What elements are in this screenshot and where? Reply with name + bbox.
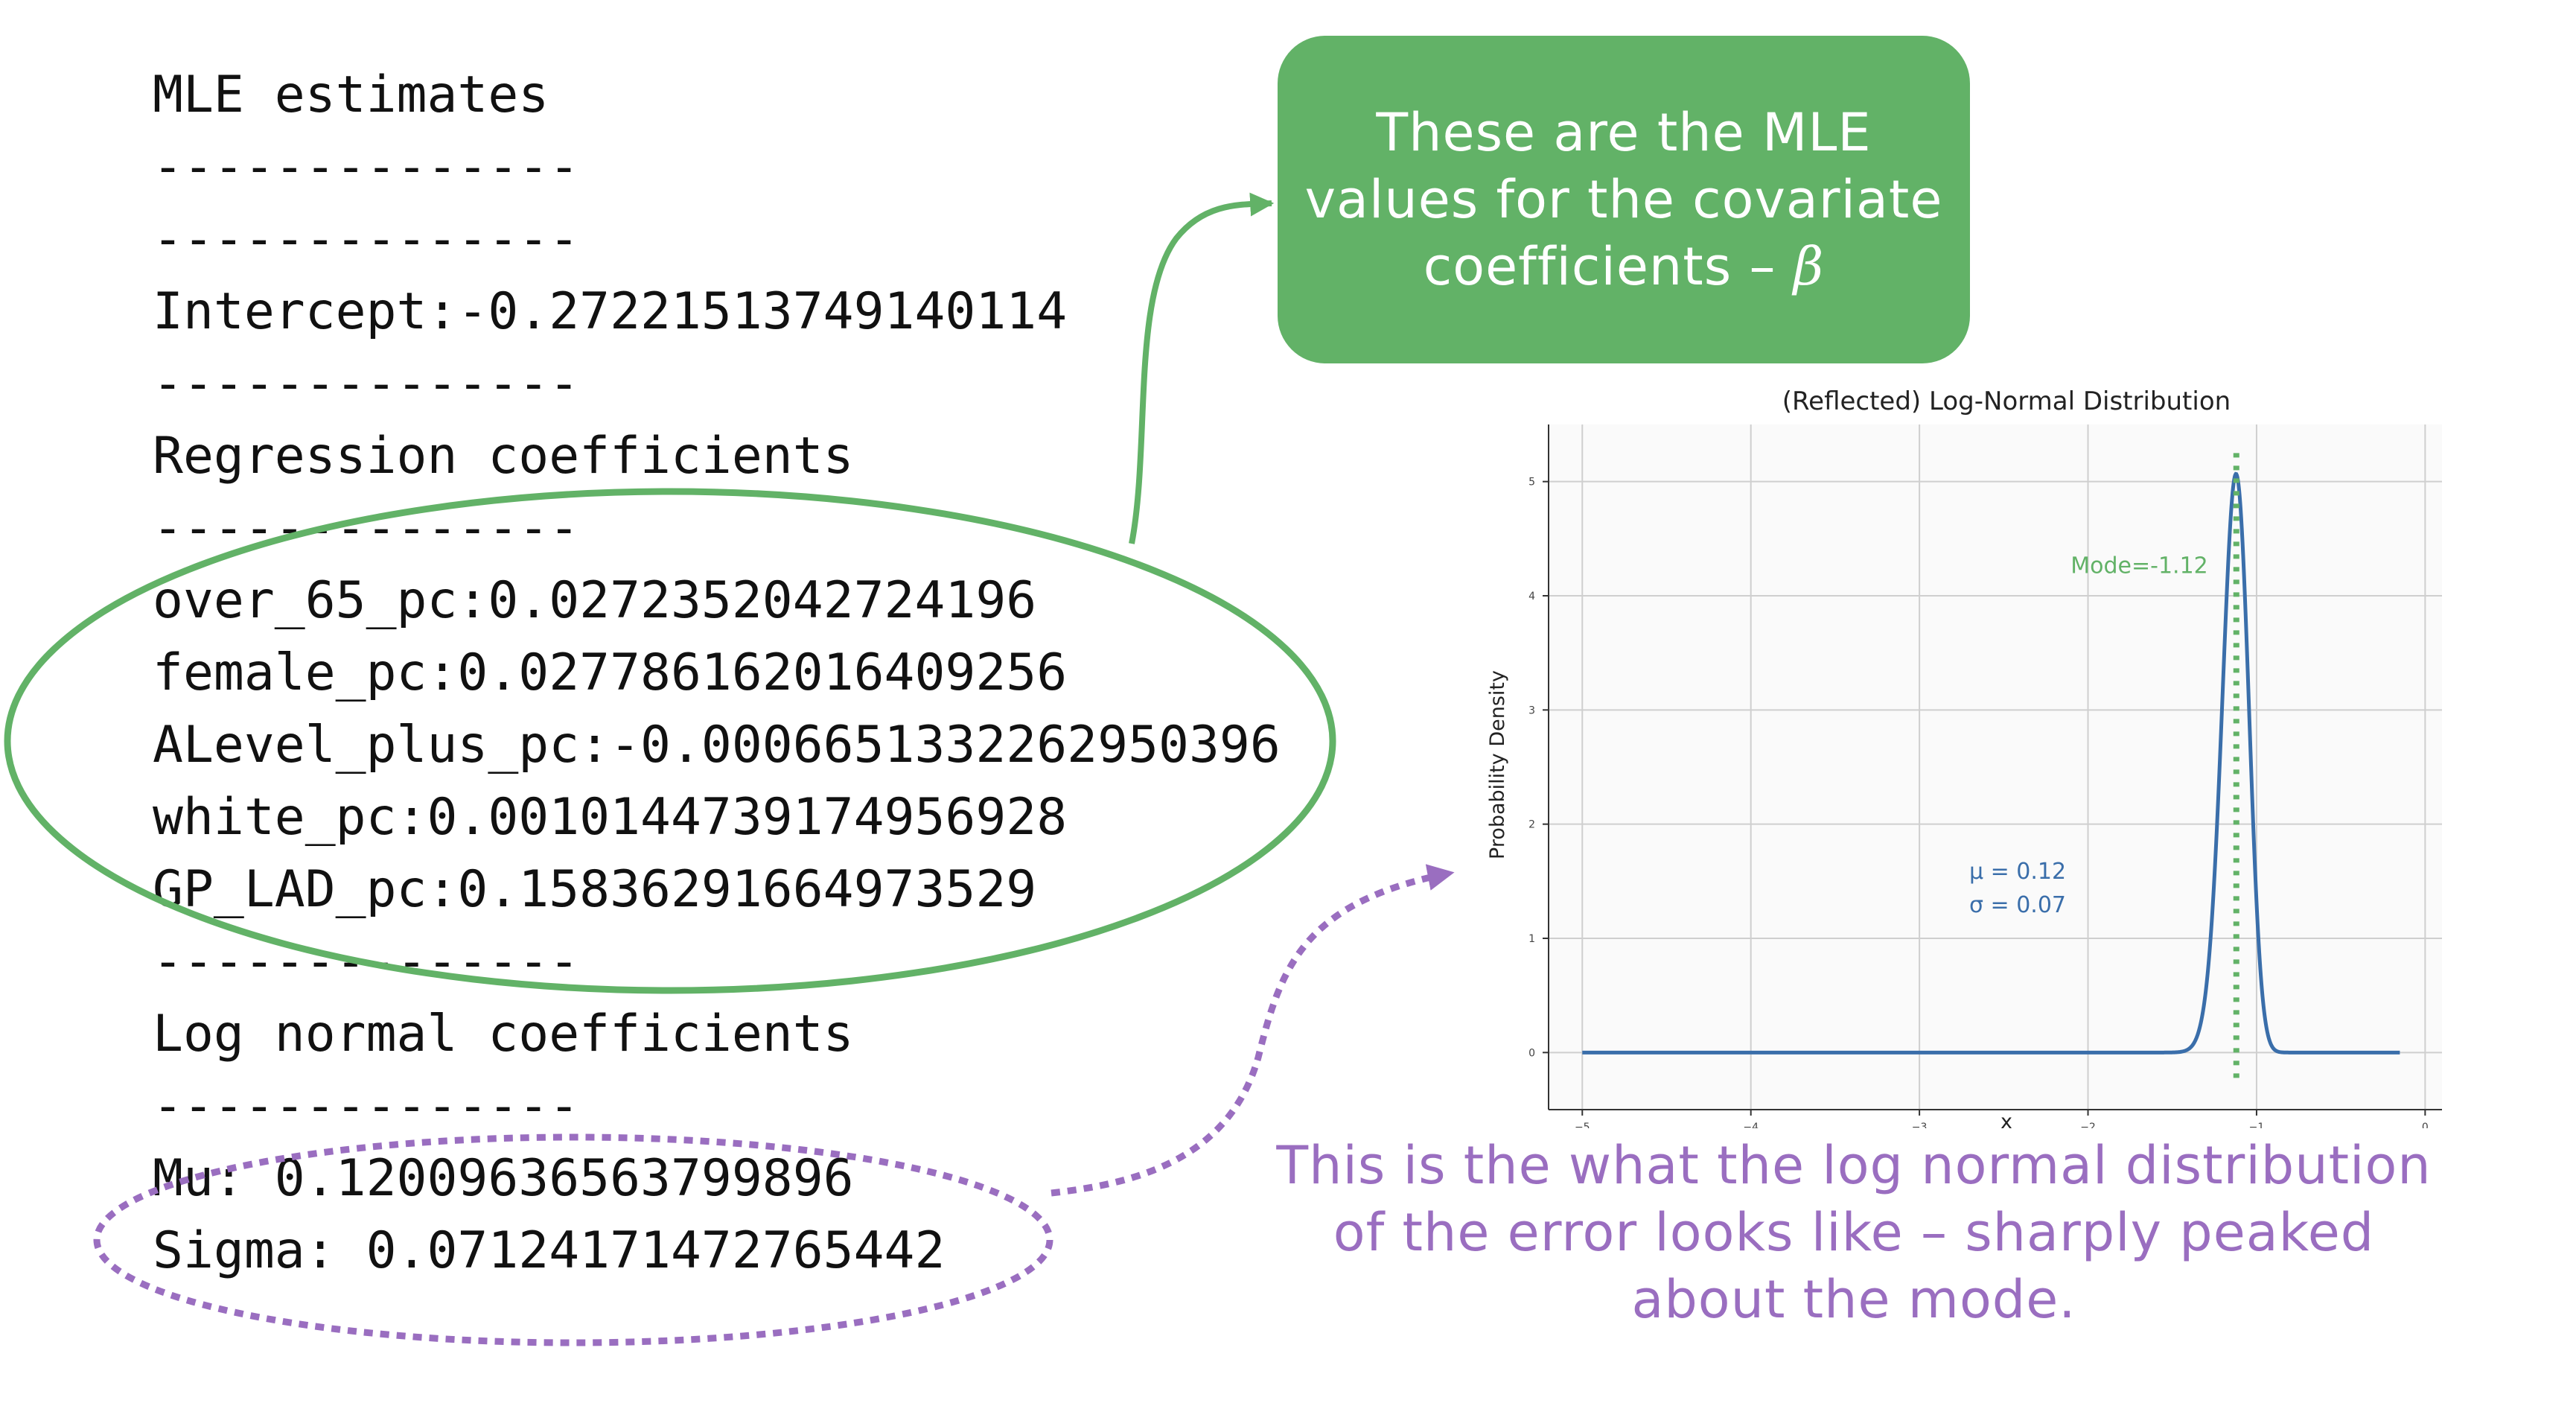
mu-line: Mu: 0.12009636563799896 [153,1149,854,1208]
y-tick-label: 0 [1528,1047,1535,1059]
coefficients-callout: These are the MLE values for the covaria… [1278,36,1970,363]
lognormal-chart: (Reflected) Log-Normal Distribution −5 −4… [1482,384,2442,1128]
callout-line-1: These are the MLE [1376,102,1872,163]
mu-annotation: μ = 0.12 [1969,859,2066,885]
lognormal-ellipse [93,1133,1053,1346]
y-axis-label: Probability Density [1486,670,1509,859]
y-tick-label: 5 [1528,477,1535,489]
regression-heading: Regression coefficients [153,427,854,486]
mode-label: Mode=-1.12 [2070,553,2208,579]
coef-alevel-plus: ALevel_plus_pc:-0.0006651332262950396 [153,716,1281,775]
caption-line-3: about the mode. [1631,1269,2076,1330]
caption-line-2: of the error looks like – sharply peaked [1333,1202,2375,1263]
x-tick-label: −2 [2080,1122,2096,1128]
plot-area [1549,424,2442,1110]
x-tick-label: 0 [2422,1122,2429,1128]
separator-3: -------------- [153,354,580,413]
coefficients-ellipse [4,488,1336,994]
grid [1549,424,2442,1110]
y-tick-label: 4 [1528,591,1535,602]
callout-line-3: coefficients – β [1423,236,1825,297]
coef-white: white_pc:0.0010144739174956928 [153,788,1068,847]
mle-heading: MLE estimates [153,66,549,124]
coef-gp-lad: GP_LAD_pc:0.15836291664973529 [153,860,1037,919]
separator-4: -------------- [153,499,580,558]
y-tick-label: 3 [1528,704,1535,716]
sigma-annotation: σ = 0.07 [1969,892,2066,918]
coef-over-65: over_65_pc:0.0272352042724196 [153,571,1037,630]
intercept-line: Intercept:-0.27221513749140114 [153,282,1068,341]
x-tick-label: −1 [2249,1122,2265,1128]
x-tick-label: −4 [1743,1122,1759,1128]
coef-female: female_pc:0.027786162016409256 [153,643,1068,702]
callout-line-2: values for the covariate [1304,169,1943,230]
lognormal-heading: Log normal coefficients [153,1005,854,1063]
separator-6: -------------- [153,1077,580,1136]
separator-2: -------------- [153,210,580,269]
y-tick-label: 1 [1528,933,1535,945]
green-arrow [1129,192,1275,544]
y-tick-label: 2 [1528,819,1535,831]
beta-symbol: β [1793,236,1825,297]
x-tick-label: −3 [1912,1122,1928,1128]
caption-line-1: This is the what the log normal distribu… [1276,1135,2432,1196]
x-tick-label: −5 [1575,1122,1590,1128]
separator-1: -------------- [153,138,580,197]
density-curve [1582,471,2400,1055]
distribution-caption: This is the what the log normal distribu… [1236,1132,2472,1333]
x-axis-label: x [2000,1110,2012,1128]
chart-title: (Reflected) Log-Normal Distribution [1782,387,2231,416]
purple-arrow [1051,864,1455,1197]
ticks: −5 −4 −3 −2 −1 0 0 1 2 3 4 5 [1528,477,2429,1128]
sigma-line: Sigma: 0.07124171472765442 [153,1221,946,1280]
